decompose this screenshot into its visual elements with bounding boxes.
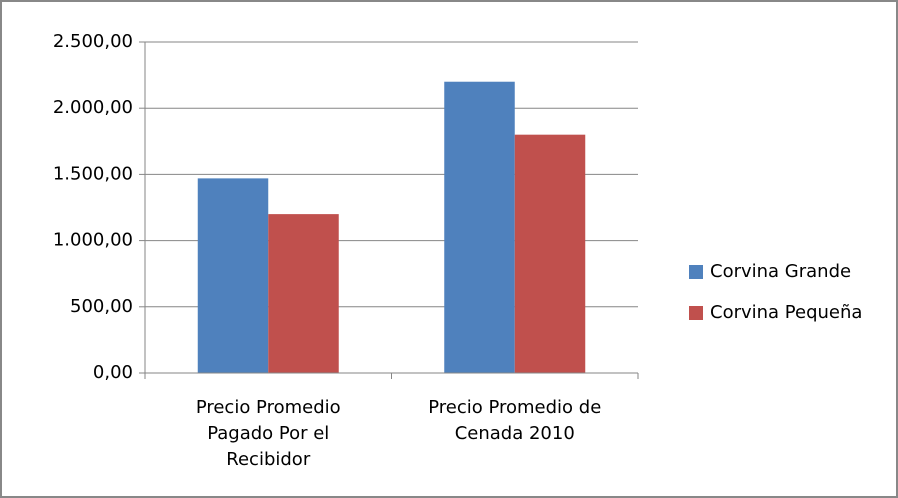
y-tick-label: 2.000,00: [53, 97, 133, 118]
y-tick-label: 2.500,00: [53, 31, 133, 52]
legend-swatch: [689, 306, 703, 320]
legend-label: Corvina Grande: [710, 261, 851, 282]
bar: [444, 81, 515, 373]
x-tick-label: Precio Promedio Pagado Por el Recibidor: [195, 397, 341, 470]
bar: [268, 214, 339, 373]
y-tick-label: 1.000,00: [53, 230, 133, 251]
y-tick-label: 500,00: [70, 296, 133, 317]
x-tick-label: Precio Promedio de Cenada 2010: [428, 397, 602, 444]
y-tick-label: 0,00: [93, 362, 133, 383]
legend-label: Corvina Pequeña: [710, 302, 862, 323]
y-tick-label: 1.500,00: [53, 163, 133, 184]
bar: [514, 134, 586, 373]
bar: [197, 178, 269, 373]
legend-swatch: [689, 265, 703, 279]
